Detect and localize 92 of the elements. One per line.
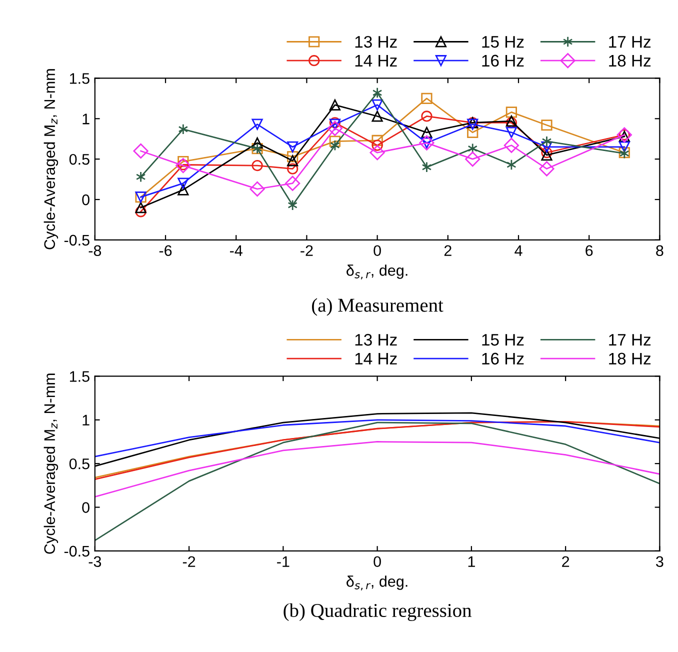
x-tick-label: 3: [656, 556, 664, 568]
point: [372, 87, 382, 98]
point: [250, 181, 265, 197]
legend-label: 18 Hz: [609, 54, 651, 67]
point: [372, 140, 383, 151]
legend-label: 13 Hz: [355, 334, 397, 346]
point: [506, 126, 517, 138]
legend-label: 17 Hz: [609, 334, 651, 346]
y-tick-label: -0.5: [64, 234, 90, 246]
point: [422, 162, 432, 173]
legend-label: 16 Hz: [482, 54, 524, 67]
x-tick-label: 6: [586, 245, 593, 256]
y-tick-label: 0: [82, 194, 90, 206]
point: [539, 161, 554, 176]
point: [135, 202, 146, 214]
y-axis-title: Cycle-Averaged M$_{z}$, N-mm: [44, 69, 58, 250]
point: [541, 147, 552, 158]
x-tick-label: -1: [277, 556, 290, 567]
y-tick-label: 0: [82, 502, 90, 513]
point: [288, 200, 298, 211]
point: [618, 141, 630, 153]
x-tick-label: -6: [159, 245, 172, 256]
point: [178, 124, 188, 135]
point: [468, 143, 478, 154]
point: [285, 176, 300, 191]
point: [287, 151, 298, 162]
point: [329, 99, 341, 110]
line-series: [94, 419, 660, 458]
legend-label: 13 Hz: [355, 36, 397, 48]
y-tick-label: 1: [82, 114, 90, 124]
point: [330, 140, 340, 151]
point: [178, 178, 189, 189]
x-tick-label: 4: [514, 245, 522, 256]
point: [541, 141, 552, 153]
x-tick-label: -3: [88, 556, 102, 568]
point: [287, 141, 298, 153]
point: [135, 206, 146, 218]
x-tick-label: 0: [374, 245, 381, 256]
point: [370, 145, 385, 160]
text: (a) Measurement: [312, 298, 444, 316]
legend-label: 18 Hz: [609, 352, 651, 365]
x-axis-title: δ$_{s,r}$, deg.: [346, 264, 408, 280]
x-tick-label: -2: [300, 245, 313, 256]
point: [372, 99, 383, 110]
point: [252, 118, 263, 130]
legend-label: 16 Hz: [482, 352, 524, 365]
x-axis-title: δ$_{s,r}$, deg.: [346, 576, 408, 590]
point: [252, 137, 263, 148]
x-tick-label: -4: [230, 245, 242, 256]
point: [252, 160, 263, 172]
y-tick-label: 0.5: [69, 154, 90, 165]
legend-label: 15 Hz: [482, 36, 524, 48]
point: [327, 120, 343, 136]
legend-label: 17 Hz: [609, 36, 651, 48]
point: [287, 155, 298, 166]
y-axis-title: Cycle-Averaged M$_{z}$, N-mm: [44, 374, 58, 554]
point: [421, 126, 432, 138]
x-tick-label: -2: [182, 556, 196, 567]
point: [421, 92, 432, 104]
x-tick-label: 8: [656, 245, 664, 256]
point: [506, 106, 517, 118]
line-series: [94, 441, 660, 498]
legend-label: 14 Hz: [355, 352, 397, 364]
y-tick-label: 1: [82, 414, 90, 426]
point: [421, 110, 432, 122]
point: [542, 136, 552, 147]
point: [465, 152, 480, 167]
point: [329, 136, 341, 147]
y-tick-label: 1.5: [70, 371, 90, 382]
y-tick-label: -0.5: [64, 546, 90, 557]
point: [504, 138, 520, 153]
point: [176, 158, 191, 174]
line-series: [94, 422, 660, 542]
point: [372, 110, 383, 122]
legend-label: 15 Hz: [482, 334, 524, 346]
point: [136, 171, 146, 182]
x-tick-label: 1: [468, 556, 475, 567]
x-tick-label: 0: [374, 556, 381, 568]
point: [178, 184, 189, 196]
point: [133, 143, 148, 159]
text: (b) Quadratic regression: [284, 603, 472, 622]
y-tick-label: 1.5: [70, 73, 90, 84]
legend-label: 14 Hz: [355, 54, 397, 66]
point: [372, 134, 383, 146]
x-tick-label: -8: [88, 245, 102, 256]
point: [506, 159, 516, 170]
point: [287, 163, 298, 174]
point: [541, 120, 552, 131]
x-tick-label: 2: [444, 245, 452, 256]
y-tick-label: 0.5: [69, 458, 90, 470]
x-tick-label: 2: [562, 556, 570, 567]
point: [541, 149, 552, 161]
